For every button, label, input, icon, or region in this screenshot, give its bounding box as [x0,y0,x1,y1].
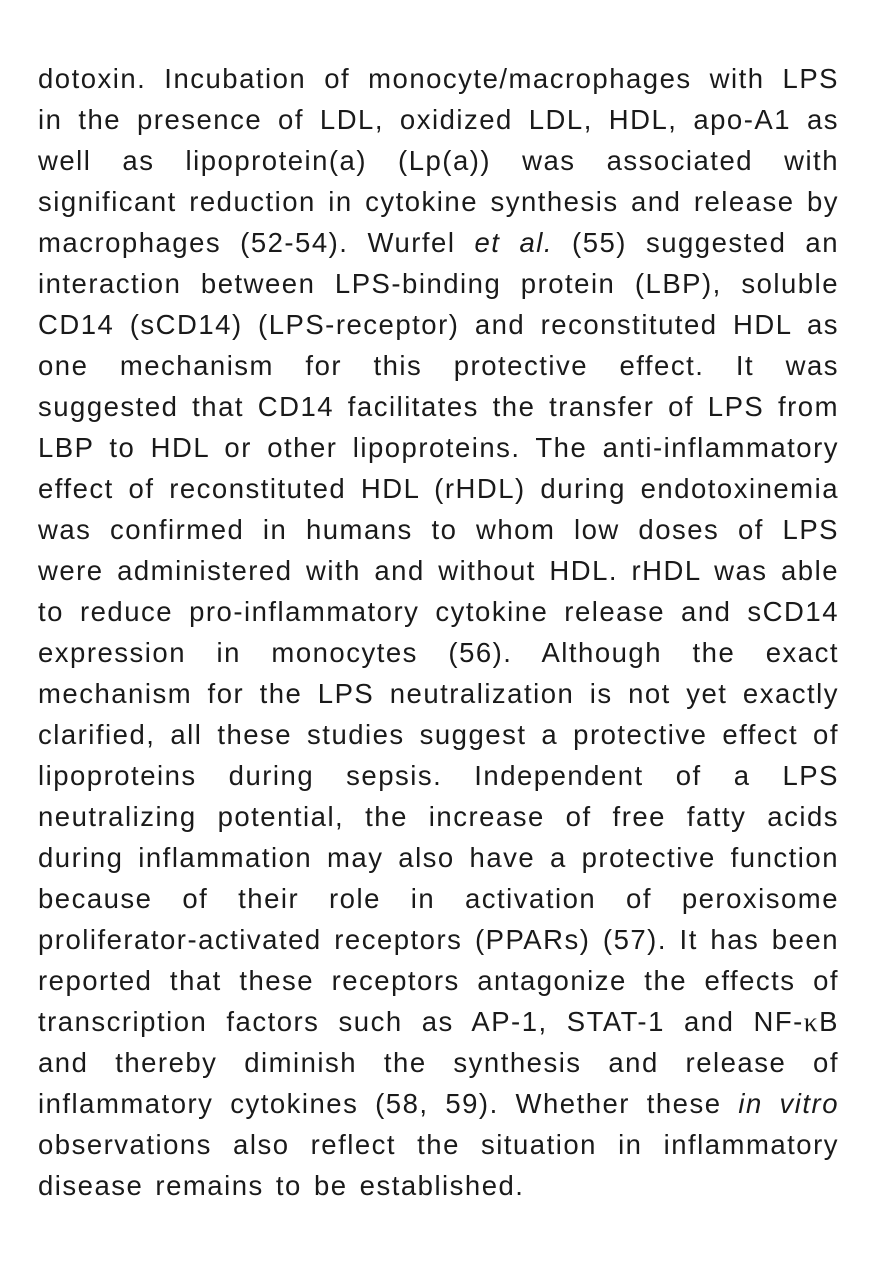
italic-text: et al. [474,227,553,258]
page: dotoxin. Incubation of monocyte/macropha… [0,0,877,1273]
text-run: observations also reflect the situation … [38,1129,839,1201]
italic-text: in vitro [738,1088,839,1119]
text-run: (55) suggested an interaction between LP… [38,227,839,1037]
body-paragraph: dotoxin. Incubation of monocyte/macropha… [38,58,839,1206]
kappa-glyph: κ [804,1006,819,1037]
